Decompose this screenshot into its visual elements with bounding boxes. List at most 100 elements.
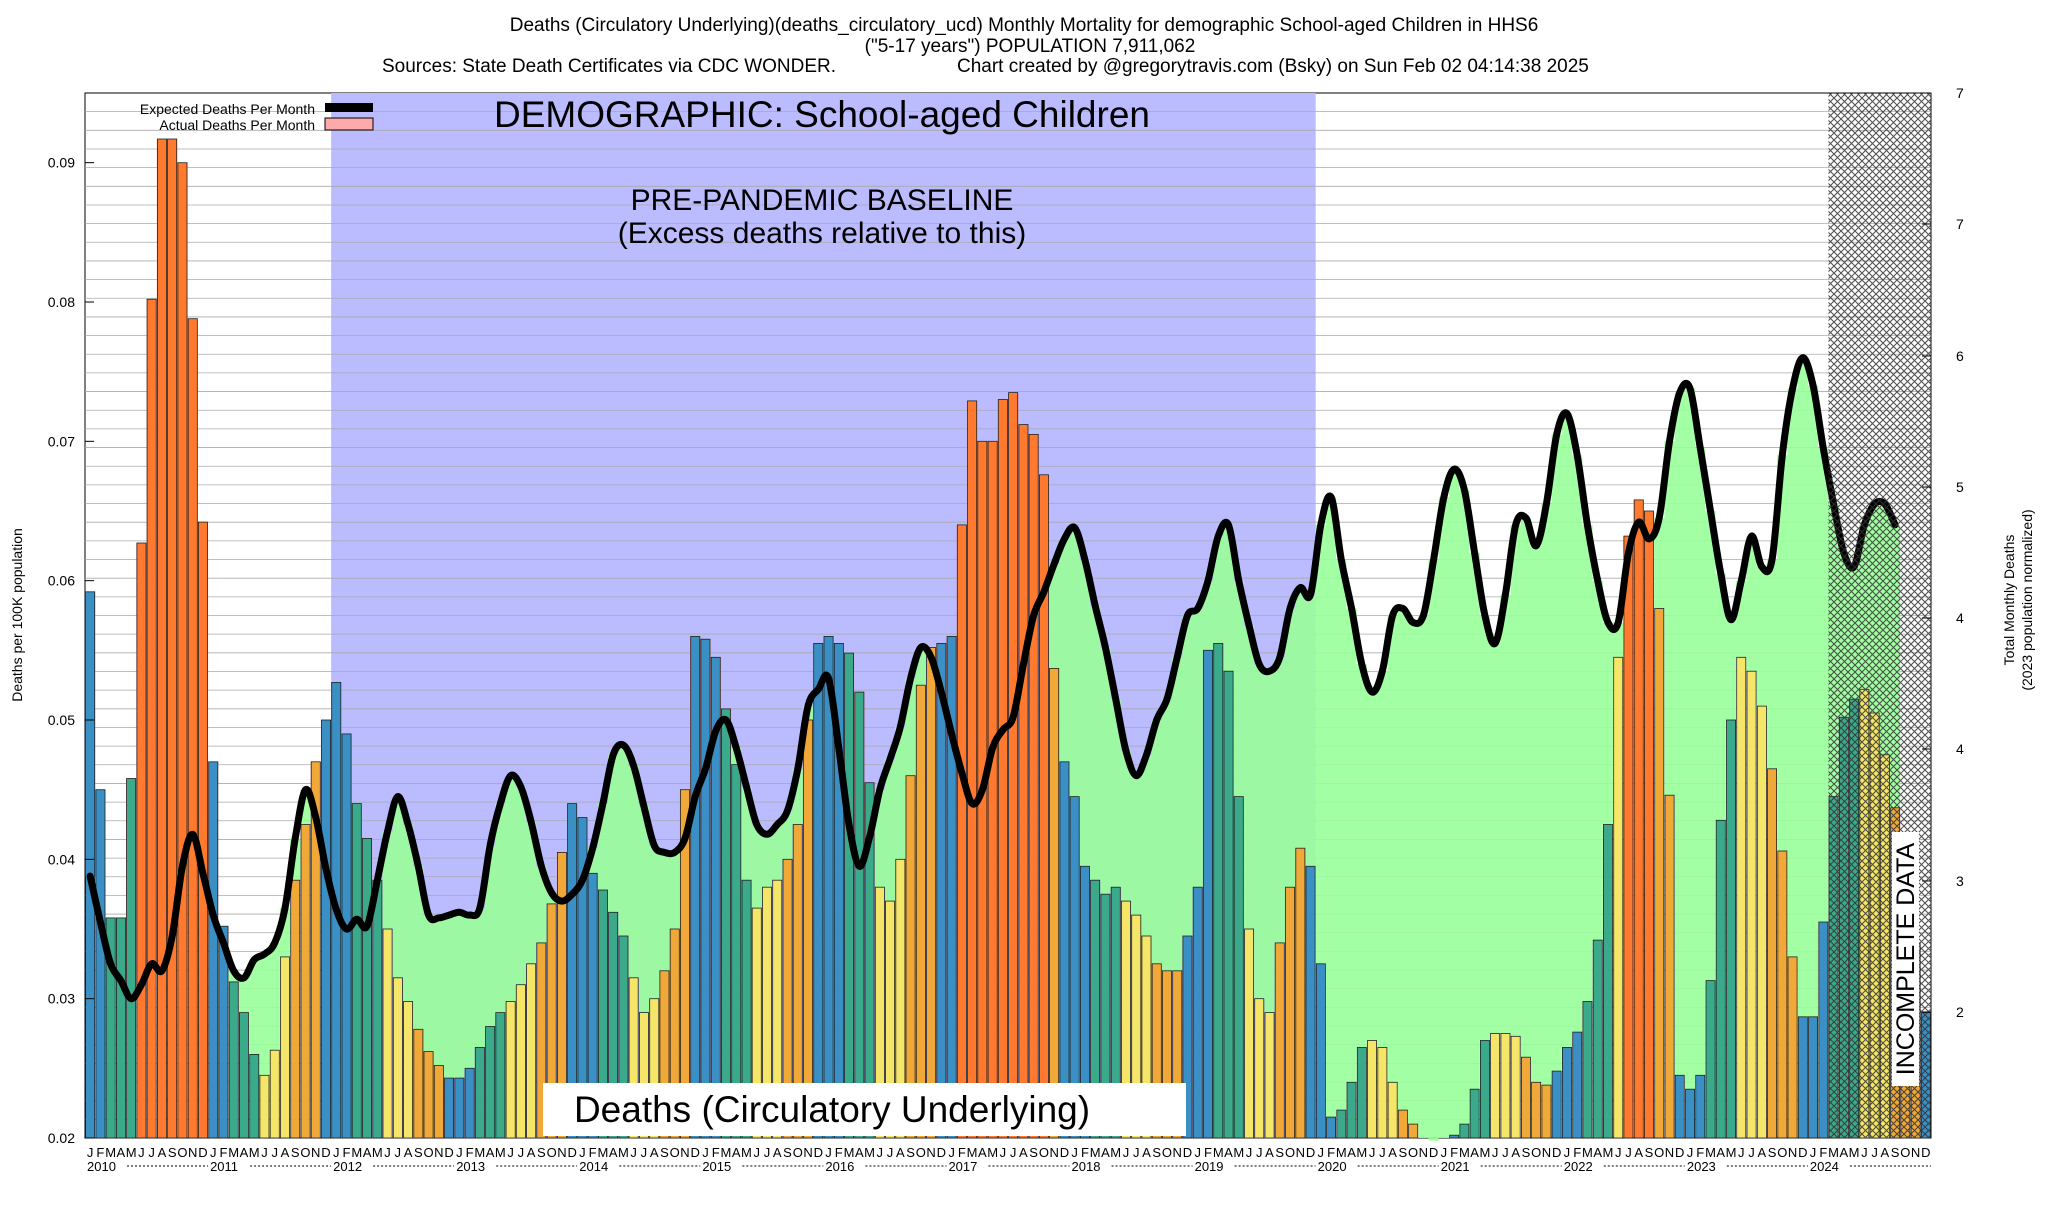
month-tick-label: D bbox=[1798, 1145, 1807, 1160]
right-tick-label: 7 bbox=[1956, 216, 1964, 232]
month-tick-label: J bbox=[456, 1145, 463, 1160]
bar-actual-deaths bbox=[1644, 510, 1654, 1139]
year-tick-label: 2018 bbox=[1072, 1159, 1101, 1174]
bar-actual-deaths bbox=[1449, 1134, 1460, 1139]
month-tick-label: O bbox=[1531, 1145, 1541, 1160]
bar-actual-deaths bbox=[300, 824, 311, 1139]
bar-actual-deaths bbox=[1469, 1088, 1480, 1139]
bar-actual-deaths bbox=[116, 917, 126, 1139]
bar-actual-deaths bbox=[608, 911, 619, 1139]
year-tick-label: 2015 bbox=[702, 1159, 731, 1174]
bar-actual-deaths bbox=[885, 900, 896, 1139]
month-tick-label: J bbox=[1861, 1145, 1868, 1160]
year-label-bg bbox=[700, 1159, 739, 1174]
bar-actual-deaths bbox=[536, 942, 547, 1139]
month-tick-label: M bbox=[864, 1145, 875, 1160]
year-label-bg bbox=[208, 1159, 247, 1174]
left-tick-label: 0.05 bbox=[48, 712, 75, 728]
month-tick-label: A bbox=[1470, 1145, 1479, 1160]
year-label-bg bbox=[1807, 1159, 1846, 1174]
right-tick-label: 4 bbox=[1956, 610, 1964, 626]
bar-actual-deaths bbox=[1623, 535, 1634, 1139]
bar-actual-deaths bbox=[1192, 886, 1203, 1139]
month-tick-label: J bbox=[1318, 1145, 1325, 1160]
month-tick-label: A bbox=[896, 1145, 905, 1160]
month-tick-label: M bbox=[249, 1145, 260, 1160]
month-tick-label: D bbox=[1921, 1145, 1930, 1160]
bar-actual-deaths bbox=[1582, 1001, 1593, 1139]
month-tick-label: D bbox=[937, 1145, 946, 1160]
month-tick-label: F bbox=[712, 1145, 720, 1160]
header-sources: Sources: State Death Certificates via CD… bbox=[382, 56, 836, 77]
incomplete-label: INCOMPLETE DATA bbox=[1892, 842, 1920, 1075]
month-tick-label: A bbox=[1881, 1145, 1890, 1160]
bar-actual-deaths bbox=[1387, 1081, 1398, 1139]
bar-actual-deaths bbox=[1746, 670, 1757, 1139]
left-tick-label: 0.02 bbox=[48, 1130, 75, 1146]
left-tick-label: 0.06 bbox=[48, 573, 75, 589]
month-tick-label: S bbox=[414, 1145, 423, 1160]
bar-actual-deaths bbox=[628, 977, 639, 1139]
bar-actual-deaths bbox=[1264, 1012, 1275, 1139]
left-tick-label: 0.08 bbox=[48, 294, 75, 310]
month-tick-label: A bbox=[527, 1145, 536, 1160]
bar-actual-deaths bbox=[1223, 670, 1234, 1139]
month-tick-label: N bbox=[1419, 1145, 1428, 1160]
bar-actual-deaths bbox=[741, 879, 752, 1139]
bar-actual-deaths bbox=[515, 984, 526, 1139]
bar-actual-deaths bbox=[1039, 474, 1049, 1139]
bar-actual-deaths bbox=[1326, 1116, 1337, 1139]
month-tick-label: O bbox=[670, 1145, 680, 1160]
month-tick-label: F bbox=[96, 1145, 104, 1160]
month-tick-label: M bbox=[1849, 1145, 1860, 1160]
month-tick-label: M bbox=[351, 1145, 362, 1160]
month-tick-label: S bbox=[1768, 1145, 1777, 1160]
metric-label: Deaths (Circulatory Underlying) bbox=[574, 1089, 1090, 1130]
month-tick-label: A bbox=[117, 1145, 126, 1160]
bar-actual-deaths bbox=[956, 524, 967, 1139]
month-tick-label: D bbox=[691, 1145, 700, 1160]
year-tick-label: 2020 bbox=[1318, 1159, 1347, 1174]
month-tick-label: J bbox=[1738, 1145, 1745, 1160]
bar-actual-deaths bbox=[577, 817, 588, 1139]
bar-actual-deaths bbox=[782, 858, 793, 1139]
month-tick-label: J bbox=[518, 1145, 525, 1160]
bar-actual-deaths bbox=[1285, 886, 1296, 1139]
bar-actual-deaths bbox=[1592, 939, 1603, 1139]
month-tick-label: F bbox=[1819, 1145, 1827, 1160]
bar-actual-deaths bbox=[1100, 893, 1111, 1139]
month-tick-label: O bbox=[177, 1145, 187, 1160]
ylabel-right-line2: (2023 population normalized) bbox=[2019, 509, 2035, 690]
bar-actual-deaths bbox=[967, 400, 978, 1139]
bar-actual-deaths bbox=[1572, 1031, 1583, 1139]
bar-actual-deaths bbox=[833, 643, 844, 1139]
bar-actual-deaths bbox=[526, 963, 537, 1139]
month-tick-label: A bbox=[1757, 1145, 1766, 1160]
month-tick-label: M bbox=[741, 1145, 752, 1160]
bar-actual-deaths bbox=[444, 1077, 455, 1139]
month-tick-label: N bbox=[1788, 1145, 1797, 1160]
bar-actual-deaths bbox=[710, 656, 721, 1139]
bar-actual-deaths bbox=[567, 803, 578, 1139]
month-tick-label: M bbox=[1213, 1145, 1224, 1160]
bar-actual-deaths bbox=[1244, 928, 1255, 1139]
bar-actual-deaths bbox=[1182, 935, 1193, 1139]
bar-actual-deaths bbox=[1818, 921, 1829, 1139]
bar-actual-deaths bbox=[669, 928, 680, 1139]
bar-actual-deaths bbox=[1018, 424, 1029, 1139]
bar-actual-deaths bbox=[1008, 392, 1019, 1139]
month-tick-label: J bbox=[1615, 1145, 1622, 1160]
legend-actual-swatch bbox=[324, 117, 374, 131]
month-tick-label: M bbox=[1110, 1145, 1121, 1160]
month-tick-label: M bbox=[1336, 1145, 1347, 1160]
bar-actual-deaths bbox=[1397, 1109, 1408, 1139]
bar-actual-deaths bbox=[1674, 1074, 1685, 1139]
month-tick-label: D bbox=[1552, 1145, 1561, 1160]
right-tick-label: 3 bbox=[1956, 873, 1964, 889]
month-tick-label: M bbox=[618, 1145, 629, 1160]
month-tick-label: M bbox=[967, 1145, 978, 1160]
month-tick-label: A bbox=[240, 1145, 249, 1160]
bar-actual-deaths bbox=[177, 162, 188, 1139]
bar-actual-deaths bbox=[1069, 796, 1080, 1139]
